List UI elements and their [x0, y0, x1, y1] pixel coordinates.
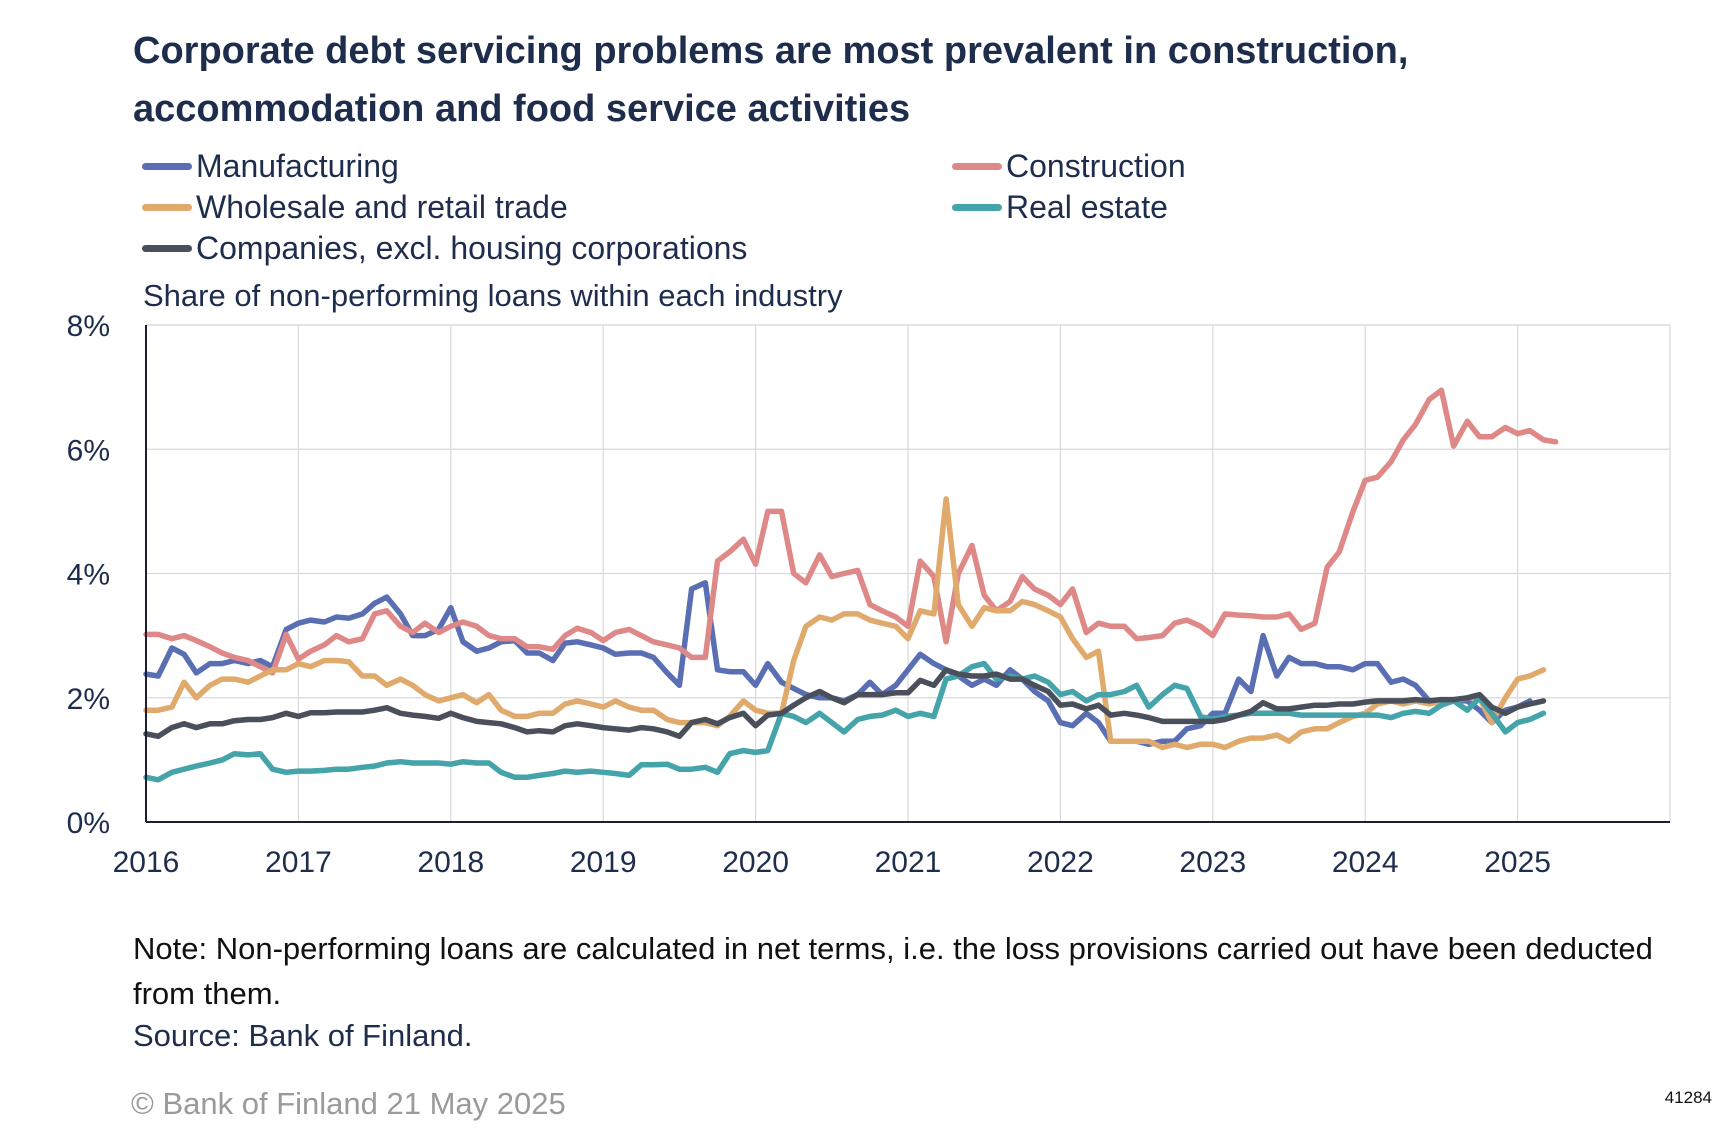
y-axis-ticks: 0% 2% 4% 6% 8% — [67, 310, 110, 840]
legend-label-companies: Companies, excl. housing corporations — [196, 230, 748, 266]
legend-label-manufacturing: Manufacturing — [196, 148, 399, 184]
copyright: © Bank of Finland 21 May 2025 — [131, 1086, 566, 1121]
legend-label-wholesale: Wholesale and retail trade — [196, 189, 568, 225]
legend-item-real-estate: Real estate — [952, 189, 1168, 226]
legend-swatch-manufacturing — [142, 163, 192, 170]
chart-note: Note: Non-performing loans are calculate… — [133, 931, 1653, 1011]
legend-swatch-construction — [952, 163, 1002, 170]
x-tick-label: 2019 — [570, 846, 637, 879]
series-line-1 — [143, 387, 1559, 676]
line-chart: 0%2%4%6%8% 2016 2017 2018 2019 2020 2021 2022 2… — [67, 310, 1671, 879]
x-tick-label: 2016 — [113, 846, 180, 879]
chart-source: Source: Bank of Finland. — [133, 1018, 473, 1053]
x-tick-label: 2022 — [1027, 846, 1094, 879]
series-lines — [143, 387, 1559, 783]
y-tick-label: 2% — [67, 683, 110, 716]
x-tick-label: 2017 — [265, 846, 332, 879]
series-line-4 — [143, 667, 1547, 740]
x-tick-label: 2023 — [1179, 846, 1246, 879]
y-tick-label: 6% — [67, 434, 110, 467]
y-tick-label: 8% — [67, 310, 110, 343]
x-tick-label: 2021 — [875, 846, 942, 879]
chart-id: 41284 — [1664, 1088, 1712, 1107]
series-line-3 — [143, 660, 1547, 783]
x-tick-label: 2020 — [722, 846, 789, 879]
legend-item-companies: Companies, excl. housing corporations — [142, 230, 747, 267]
legend-label-real-estate: Real estate — [1006, 189, 1168, 225]
axes — [145, 325, 1670, 823]
y-tick-label: 0% — [67, 807, 110, 840]
y-tick-label: 4% — [67, 559, 110, 592]
legend-item-wholesale: Wholesale and retail trade — [142, 189, 568, 226]
x-tick-label: 2024 — [1332, 846, 1399, 879]
x-axis-ticks: 2016 2017 2018 2019 2020 2021 2022 2023 2024 2025 — [113, 846, 1551, 879]
x-tick-label: 2018 — [417, 846, 484, 879]
legend-item-construction: Construction — [952, 148, 1186, 185]
chart-subtitle: Share of non-performing loans within eac… — [143, 278, 843, 313]
legend-item-manufacturing: Manufacturing — [142, 148, 399, 185]
legend-label-construction: Construction — [1006, 148, 1186, 184]
x-tick-label: 2025 — [1484, 846, 1551, 879]
chart-title: Corporate debt servicing problems are mo… — [133, 30, 1409, 130]
legend-swatch-companies — [142, 245, 192, 252]
series-line-2 — [143, 496, 1547, 751]
legend-swatch-wholesale — [142, 204, 192, 211]
legend-swatch-real-estate — [952, 204, 1002, 211]
